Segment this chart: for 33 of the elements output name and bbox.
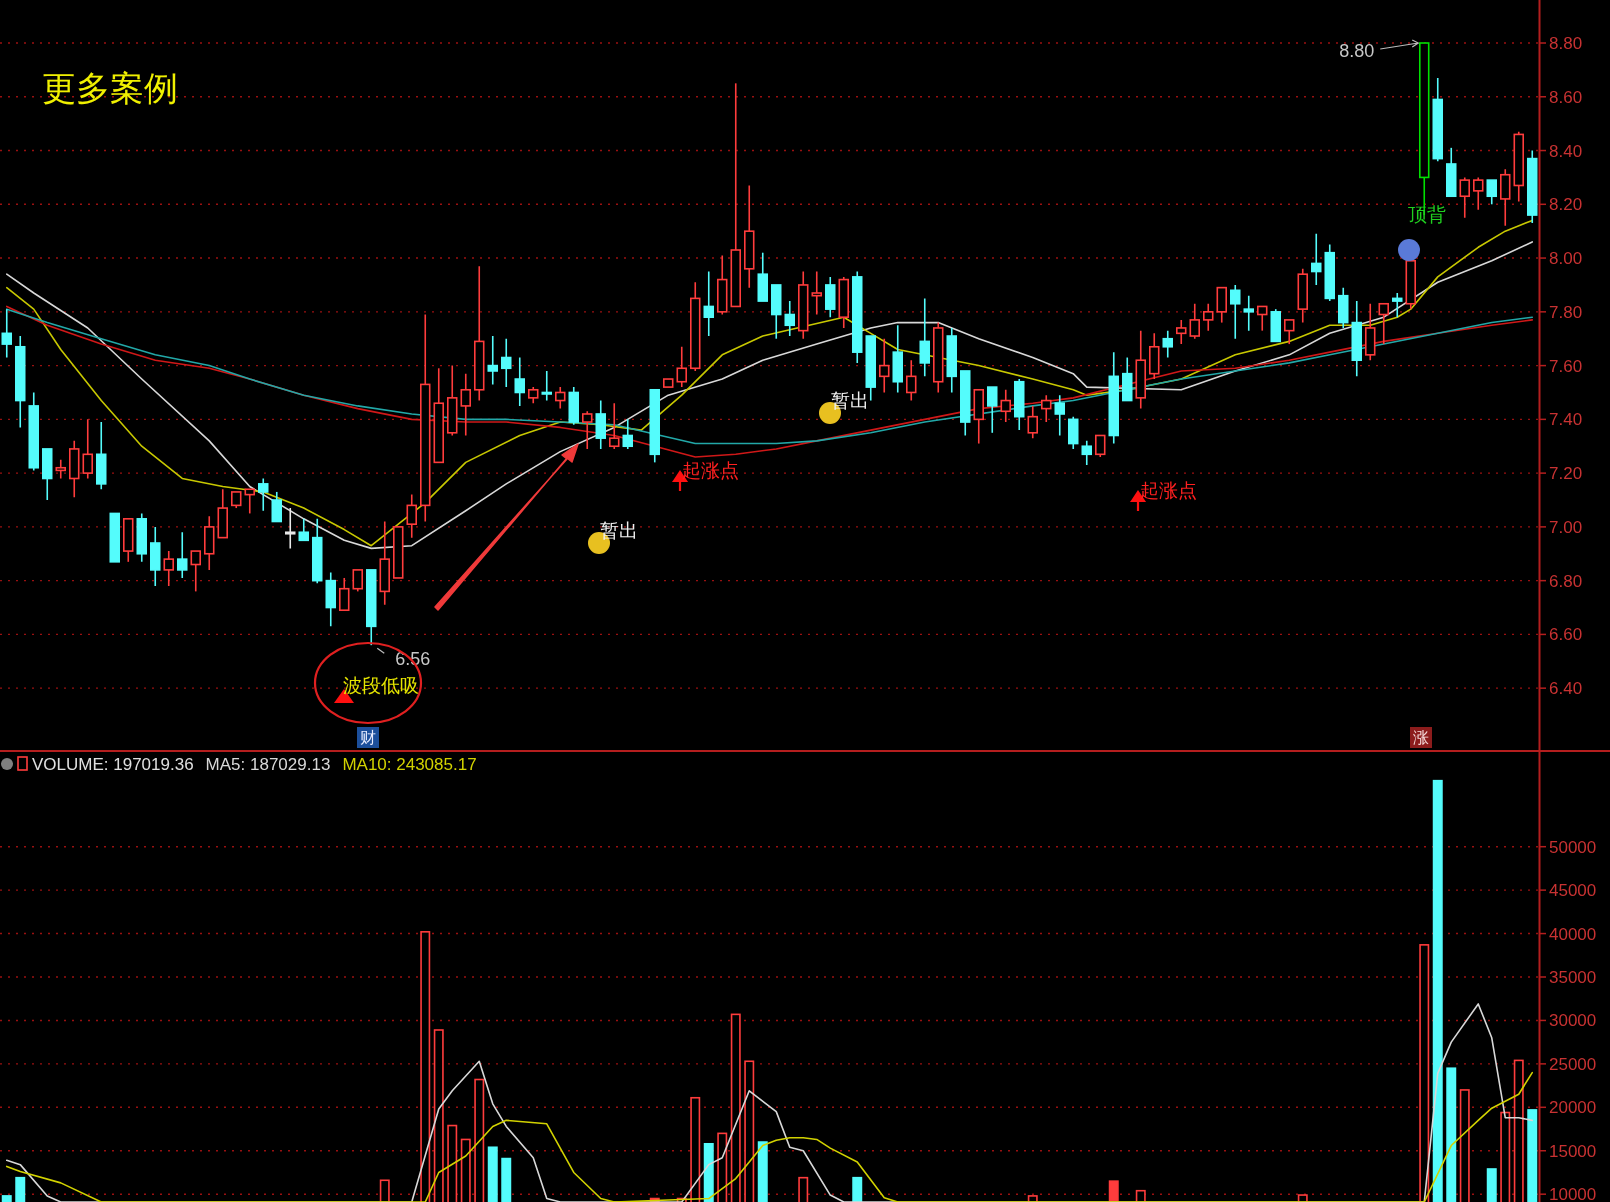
text: MA10: 243085.17 — [342, 755, 477, 774]
annotation: 波段低吸 — [343, 675, 419, 696]
y-tick-label: 25000 — [1549, 1054, 1597, 1074]
annotation: 8.80 — [1339, 41, 1375, 62]
y-tick-label: 30000 — [1549, 1011, 1597, 1031]
y-tick-label: 7.00 — [1549, 517, 1583, 537]
annotation: 起涨点 — [1139, 480, 1197, 501]
y-tick-label: 20000 — [1549, 1098, 1597, 1118]
annotation: 暂出 — [600, 520, 638, 541]
y-tick-label: 50000 — [1549, 837, 1597, 857]
annotation: 顶背 — [1408, 204, 1446, 225]
y-tick-label: 35000 — [1549, 968, 1597, 987]
y-tick-label: 15000 — [1549, 1141, 1597, 1161]
y-tick-label: 8.60 — [1549, 87, 1583, 107]
y-tick-label: 8.40 — [1549, 141, 1583, 161]
y-tick-label: 7.20 — [1549, 464, 1583, 484]
y-tick-label: 8.20 — [1549, 195, 1583, 215]
y-tick-label: 8.80 — [1549, 34, 1583, 54]
y-tick-label: 6.60 — [1549, 625, 1583, 645]
y-tick-label: 10000 — [1549, 1185, 1597, 1202]
text: 更多案例 — [42, 69, 178, 107]
annotation: 起涨点 — [681, 460, 739, 481]
y-tick-label: 8.00 — [1549, 249, 1583, 269]
y-tick-label: 7.60 — [1549, 356, 1583, 376]
legend-label: VOLUME: 197019.36 — [32, 755, 194, 774]
y-tick-label: 6.40 — [1549, 679, 1583, 699]
y-tick-label: 6.80 — [1549, 571, 1583, 591]
y-tick-label: 40000 — [1549, 924, 1597, 944]
y-tick-label: 7.80 — [1549, 302, 1583, 322]
y-tick-label: 7.40 — [1549, 410, 1583, 430]
annotation: 暂出 — [831, 390, 869, 411]
text: MA5: 187029.13 — [205, 755, 331, 774]
y-tick-label: 45000 — [1549, 881, 1597, 901]
